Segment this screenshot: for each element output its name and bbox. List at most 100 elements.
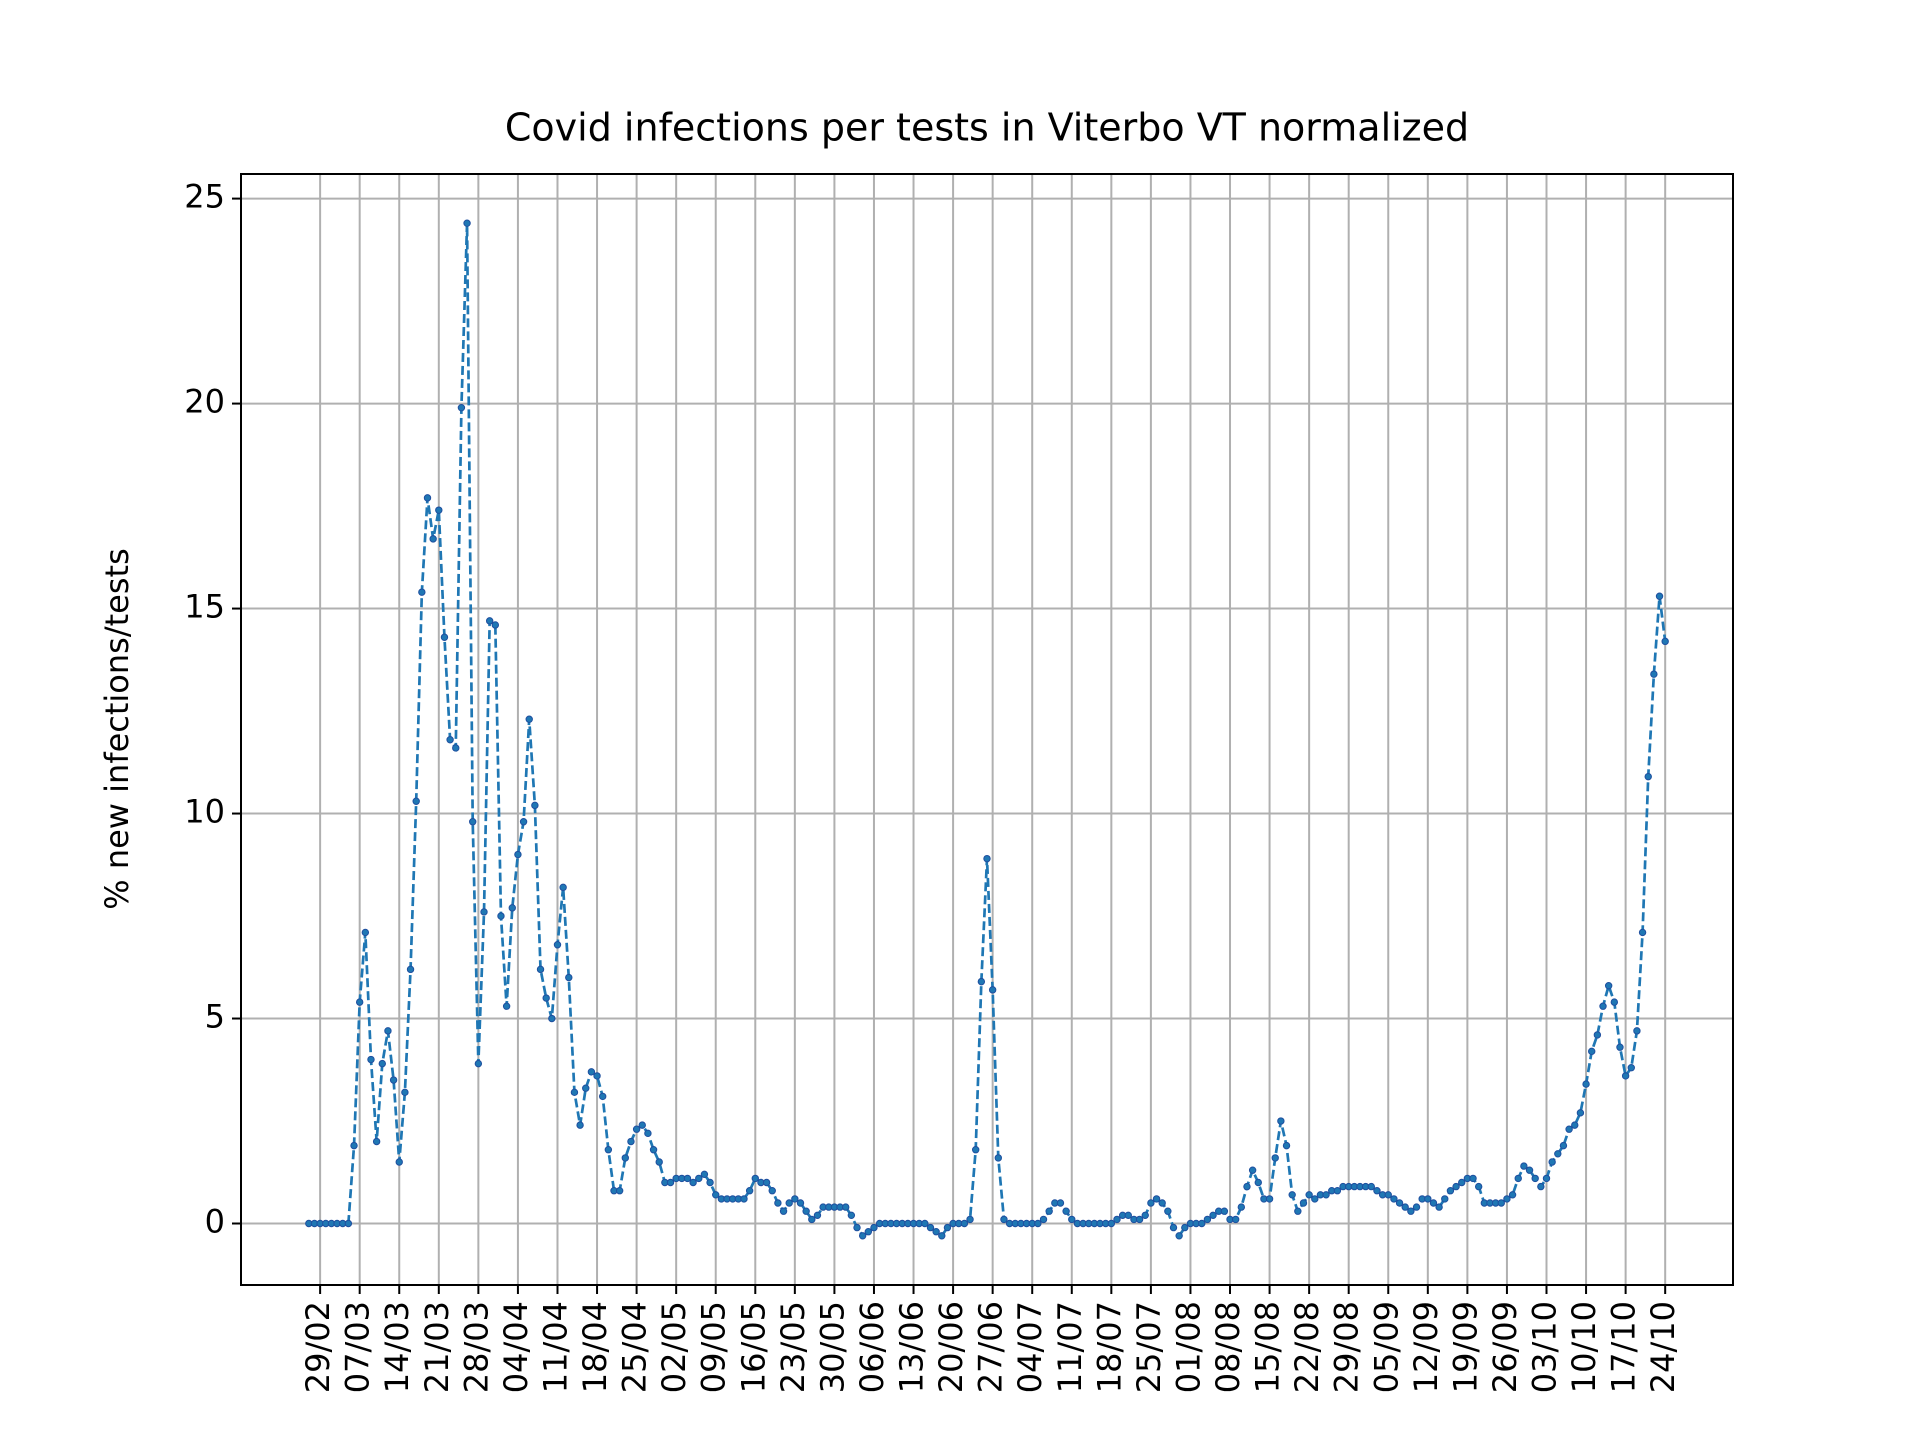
data-point [1621,1072,1630,1080]
data-point [1655,592,1664,600]
data-point [604,1146,613,1154]
data-point [785,1199,793,1207]
data-point [1537,1182,1545,1191]
data-point [1254,1178,1262,1187]
data-point [418,588,426,596]
data-point [457,403,466,412]
data-point [1034,1219,1042,1228]
data-point [689,1178,697,1187]
data-point [452,744,460,752]
data-point [627,1137,635,1146]
tick-labels: 0 5 10 15 20 25 29/02 07/03 14/03 21/03 28/03 04/04… [184,178,1682,1394]
data-point [463,219,471,227]
x-tick-label: 17/10 [1605,1301,1643,1393]
data-point [395,1158,403,1166]
data-point [926,1223,935,1232]
data-point [994,1154,1003,1162]
data-point [813,1211,822,1220]
data-point [1407,1207,1415,1215]
chart-title: Covid infections per tests in Viterbo VT… [505,106,1469,150]
data-point [1039,1215,1048,1224]
data-point [870,1223,878,1232]
data-point [1000,1215,1008,1224]
data-point [683,1174,692,1183]
data-point [1593,1031,1602,1039]
data-point [582,1084,590,1092]
x-tick-label: 15/08 [1249,1301,1287,1393]
data-point [1220,1207,1229,1215]
data-point [638,1121,646,1129]
data-point [858,1232,867,1240]
data-point [932,1228,940,1236]
data-point [706,1178,714,1187]
data-point [700,1170,709,1179]
data-point [1231,1215,1240,1224]
data-point [1497,1199,1505,1207]
data-point [1147,1199,1155,1207]
data-point [531,801,539,810]
y-axis-label: % new infections/tests [98,548,136,909]
data-point [1181,1223,1189,1232]
data-point [1452,1182,1460,1191]
data-point [1638,928,1647,937]
data-point [1644,772,1652,781]
data-point [1107,1219,1116,1228]
data-point [768,1187,776,1195]
data-point [1424,1195,1432,1203]
data-point [1503,1195,1511,1203]
data-point [1610,998,1619,1006]
data-point [1474,1182,1483,1191]
data-point [1164,1207,1172,1215]
data-point [598,1092,607,1101]
data-point [480,908,488,916]
data-point [508,904,516,912]
data-point [621,1154,630,1162]
data-point [1271,1154,1279,1162]
x-tick-label: 01/08 [1169,1301,1207,1393]
x-tick-label: 16/05 [734,1301,772,1393]
axes-frame [240,173,1734,1286]
data-point [559,883,567,892]
data-point [960,1219,969,1228]
x-tick-label: 19/09 [1446,1301,1484,1393]
data-point [1559,1141,1568,1150]
x-tick-label: 20/06 [932,1301,970,1393]
data-point [1435,1203,1443,1211]
data-point [446,736,454,744]
data-point [853,1223,861,1232]
data-point [485,617,494,625]
x-tick-label: 22/08 [1288,1301,1326,1393]
y-tick-label: 0 [205,1203,225,1241]
data-point [1469,1174,1477,1183]
data-point [406,965,415,974]
x-tick-label: 24/10 [1644,1301,1682,1393]
data-point [542,994,550,1002]
data-point [1627,1064,1635,1072]
data-point [1548,1158,1556,1166]
data-point [1588,1047,1596,1056]
data-point [977,977,986,986]
data-point [1514,1174,1522,1183]
grid [241,174,1733,1285]
data-point [632,1125,641,1133]
x-tick-label: 12/09 [1407,1301,1445,1393]
data-point [1282,1141,1291,1150]
x-tick-label: 18/04 [576,1301,614,1393]
x-tick-label: 25/04 [616,1301,654,1393]
data-point [344,1219,353,1228]
data-point [474,1059,483,1068]
data-point [774,1199,782,1207]
data-point [1305,1191,1313,1199]
data-point [1158,1199,1166,1207]
data-point [802,1207,810,1215]
data-point [1412,1203,1421,1211]
x-tick-label: 21/03 [418,1301,456,1393]
x-tick-label: 06/06 [853,1301,891,1393]
data-point [943,1223,952,1232]
data-point [1288,1191,1296,1199]
data-point [497,912,505,920]
data-point [514,850,522,859]
data-point [988,986,997,994]
data-point [808,1215,816,1224]
